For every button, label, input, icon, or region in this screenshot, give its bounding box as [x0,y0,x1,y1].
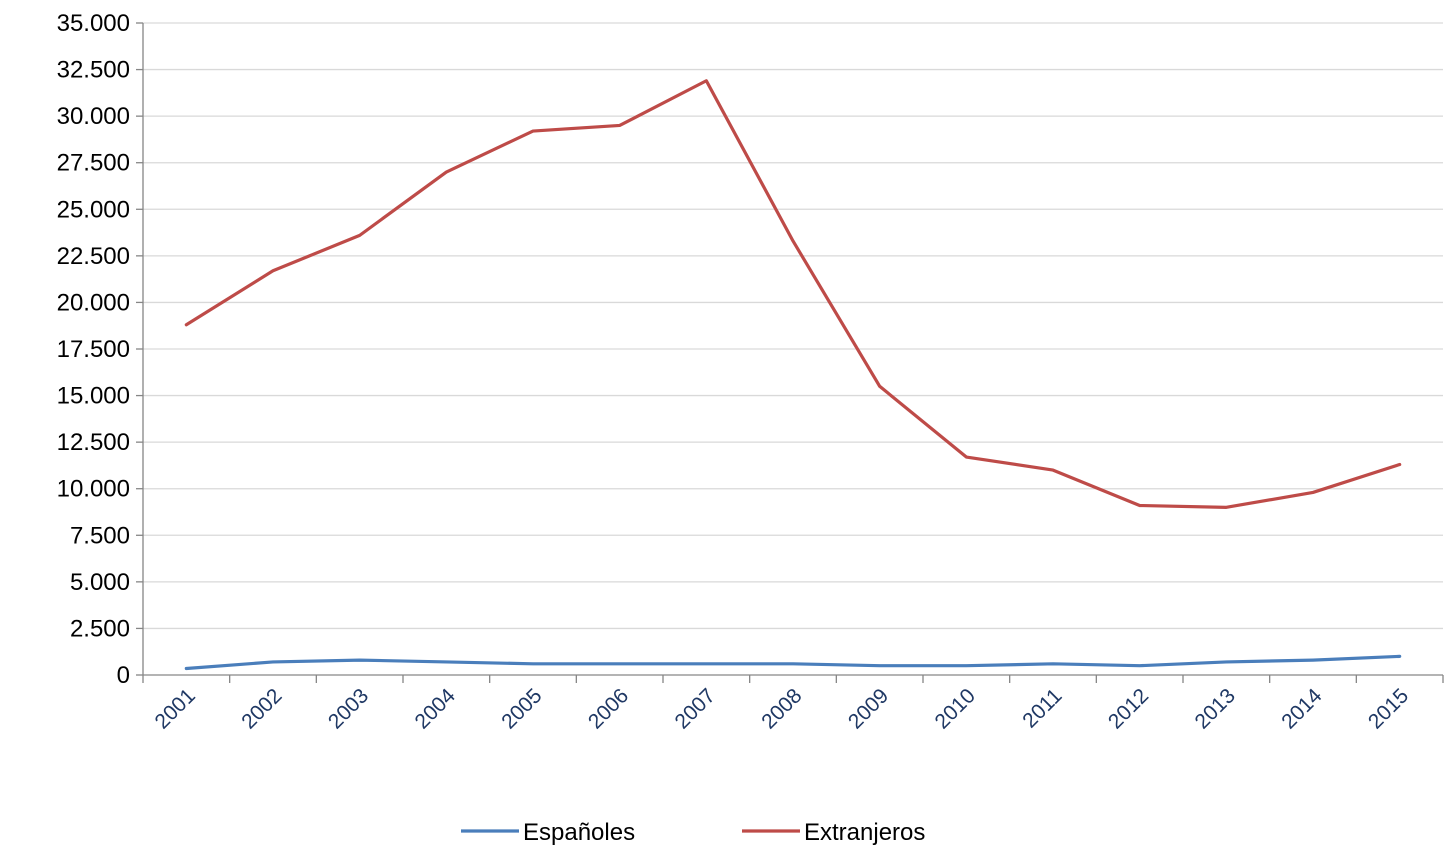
y-tick-label: 5.000 [70,569,130,596]
x-axis-ticks: 2001 2002 2003 2004 2005 2006 2007 2008 2009 2010… [142,675,1444,734]
x-tick-label: 2007 [671,684,720,733]
gridlines [143,22,1443,630]
x-tick-label: 2003 [324,684,373,733]
y-tick-label: 25.000 [57,196,130,223]
y-tick-label: 0 [117,662,130,689]
y-tick-label: 22.500 [57,243,130,270]
y-tick-label: 27.500 [57,150,130,177]
y-axis-ticks: 0 2.500 5.000 7.500 10.000 12.500 15.000 17.500… [57,10,143,689]
y-tick-label: 12.500 [57,429,130,456]
x-tick-label: 2001 [151,684,200,733]
y-tick-label: 7.500 [70,522,130,549]
x-tick-label: 2015 [1364,684,1413,733]
y-tick-label: 15.000 [57,383,130,410]
x-tick-label: 2005 [497,684,546,733]
legend-label: Extranjeros [804,819,925,846]
y-tick-label: 17.500 [57,336,130,363]
x-tick-label: 2013 [1191,684,1240,733]
legend: Españoles Extranjeros [461,819,925,846]
x-tick-label: 2008 [757,684,806,733]
x-tick-label: 2006 [584,684,633,733]
x-tick-label: 2012 [1104,684,1153,733]
x-tick-label: 2002 [237,684,286,733]
x-tick-label: 2010 [931,684,980,733]
y-tick-label: 35.000 [57,10,130,37]
y-tick-label: 30.000 [57,103,130,130]
y-tick-label: 32.500 [57,57,130,84]
x-tick-label: 2009 [844,684,893,733]
x-tick-label: 2014 [1277,684,1327,734]
series-line-espa-oles [184,654,1402,671]
legend-label: Españoles [523,819,635,846]
series-lines [184,79,1402,671]
y-tick-label: 2.500 [70,615,130,642]
y-tick-label: 20.000 [57,289,130,316]
series-line-extranjeros [184,79,1402,509]
x-tick-label: 2004 [411,684,461,734]
y-tick-label: 10.000 [57,476,130,503]
x-tick-label: 2011 [1018,684,1066,732]
